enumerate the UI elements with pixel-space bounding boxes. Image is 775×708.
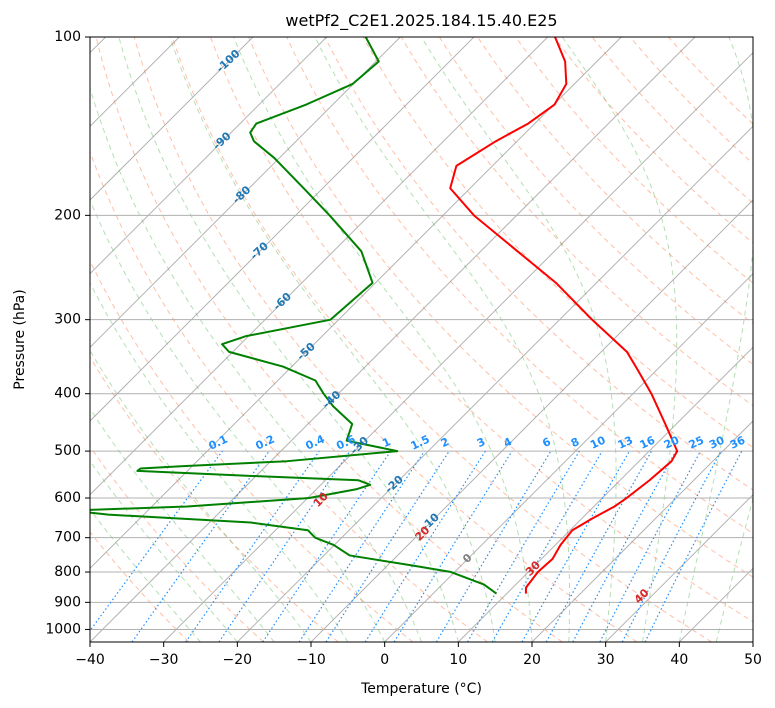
- y-tick-label: 200: [54, 207, 81, 223]
- dry-adiabat-line: [90, 531, 190, 642]
- isotherm-line: [531, 420, 753, 642]
- dry-adiabat-line: [210, 37, 753, 623]
- mixing-ratio-line: [435, 450, 552, 642]
- moist-adiabat-line: [678, 37, 753, 642]
- y-tick-label: 1000: [45, 621, 81, 637]
- dry-adiabat-line: [439, 37, 753, 366]
- grid-layer: [90, 37, 753, 642]
- x-tick-label: −20: [223, 652, 253, 668]
- x-tick-label: 20: [523, 652, 541, 668]
- y-tick-label: 600: [54, 490, 81, 506]
- x-tick-label: −10: [296, 652, 326, 668]
- isotherm-line: [90, 37, 696, 642]
- dry-adiabat-line: [90, 259, 414, 642]
- x-tick-label: 10: [449, 652, 467, 668]
- dewpoint-profile-line: [90, 37, 498, 595]
- mixing-ratio-line: [90, 450, 223, 632]
- isotherm-line: [90, 37, 254, 201]
- y-tick-label: 300: [54, 312, 81, 328]
- mixing-ratio-label: 20: [662, 433, 682, 451]
- mixing-ratio-label: 16: [638, 433, 658, 451]
- moist-adiabat-line: [90, 198, 386, 642]
- axis-layer: −40 −30 −20 −10 0 10 20 30 40 50 100 200 300 400 500 60…: [45, 29, 762, 668]
- mixing-ratio-line: [131, 450, 270, 642]
- y-tick-label: 800: [54, 564, 81, 580]
- dry-adiabat-line: [324, 37, 753, 491]
- mixing-ratio-line: [572, 450, 677, 642]
- x-tick-label: 0: [380, 652, 389, 668]
- isotherm-line: [457, 346, 753, 642]
- mixing-ratio-line: [325, 450, 450, 642]
- x-tick-label: 40: [670, 652, 688, 668]
- moist-adiabat-line: [118, 37, 459, 642]
- y-tick-label: 100: [54, 29, 81, 45]
- moist-adiabat-line: [420, 37, 617, 642]
- mixing-ratio-label: 36: [728, 433, 748, 451]
- y-tick-label: 900: [54, 594, 81, 610]
- mixing-ratio-line: [491, 450, 603, 642]
- isotherm-line: [90, 37, 549, 496]
- isotherm-line: [90, 37, 401, 349]
- isotherm-line: [90, 37, 328, 275]
- mixing-ratio-line: [521, 450, 631, 642]
- mixing-ratio-line: [545, 450, 653, 642]
- mixing-ratio-line: [185, 450, 320, 642]
- mixing-ratio-line: [466, 450, 580, 642]
- series-layer: [90, 37, 679, 595]
- mixing-ratio-label: 30: [707, 433, 727, 451]
- isotherm-line: [163, 51, 753, 642]
- isotherm-line: [605, 493, 753, 642]
- x-tick-label: 30: [597, 652, 615, 668]
- x-tick-label: −40: [75, 652, 105, 668]
- isotherm-line: [236, 125, 753, 642]
- temperature-profile-line: [449, 37, 679, 594]
- chart-title: wetPf2_C2E1.2025.184.15.40.E25: [285, 11, 557, 31]
- dry-adiabat-line: [248, 37, 753, 578]
- isotherm-line: [90, 37, 622, 570]
- mixing-ratio-label: 10: [588, 433, 608, 451]
- mixing-ratio-line: [364, 450, 486, 642]
- isotherm-line: [384, 272, 753, 642]
- moist-adiabat-line: [90, 86, 422, 642]
- moist-adiabat-line: [169, 37, 496, 642]
- moist-adiabat-line: [561, 37, 678, 642]
- moist-adiabat-line: [314, 37, 571, 642]
- x-tick-label: 50: [744, 652, 762, 668]
- x-axis-title: Temperature (°C): [360, 681, 482, 697]
- x-tick-label: −30: [149, 652, 179, 668]
- moist-adiabat-line: [90, 349, 312, 642]
- dry-adiabat-line: [90, 356, 339, 642]
- mixing-ratio-label: 25: [687, 434, 706, 452]
- dry-adiabat-line: [400, 37, 753, 407]
- dry-adiabat-line: [286, 37, 753, 534]
- dry-adiabat-line: [95, 37, 563, 642]
- mixing-ratio-label: 13: [616, 434, 635, 452]
- y-tick-label: 700: [54, 530, 81, 546]
- mixing-ratio-line: [218, 450, 351, 642]
- y-tick-label: 400: [54, 386, 81, 402]
- moist-adiabat-line: [233, 37, 533, 642]
- dry-adiabat-line: [133, 37, 638, 642]
- mixing-ratio-line: [393, 450, 513, 642]
- plot-frame: [89, 36, 754, 643]
- isotherm-line: [90, 37, 475, 422]
- y-axis-title: Pressure (hPa): [12, 289, 28, 389]
- moist-adiabat-line: [90, 281, 349, 642]
- y-tick-label: 500: [54, 443, 81, 459]
